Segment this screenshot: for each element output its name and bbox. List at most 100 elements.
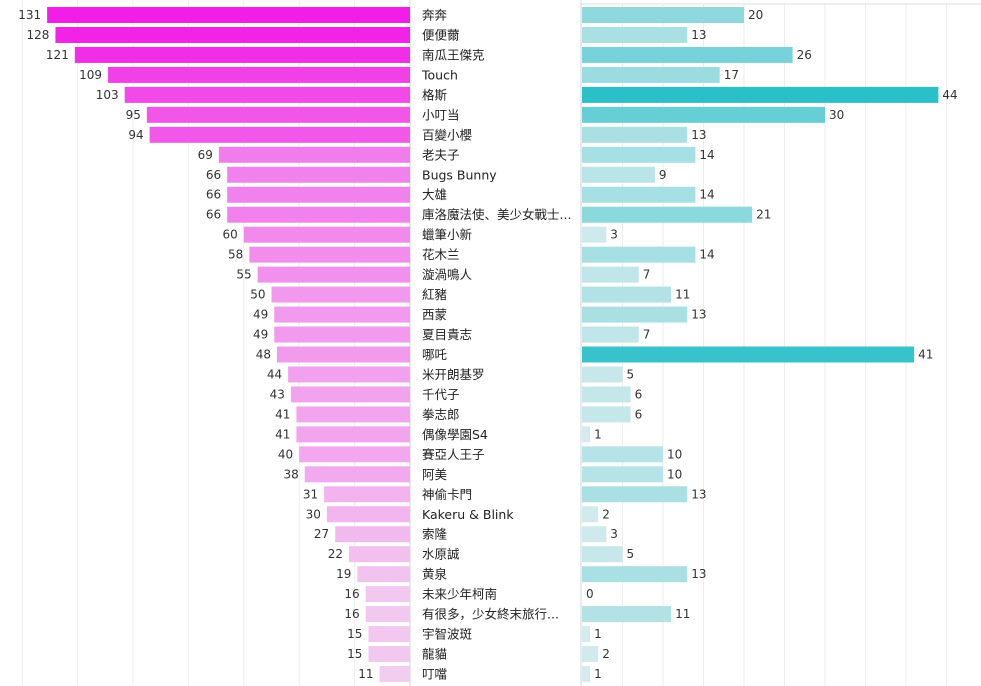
- bar-left: [271, 286, 410, 303]
- value-label-left: 41: [275, 427, 290, 441]
- bar-right: [582, 266, 639, 283]
- category-label: 花木兰: [422, 247, 460, 262]
- category-label: 水原誠: [422, 547, 460, 562]
- value-label-right: 17: [724, 68, 739, 82]
- bar-left: [146, 106, 410, 123]
- value-label-left: 55: [236, 268, 251, 282]
- value-label-left: 22: [328, 547, 343, 561]
- bar-left: [249, 246, 410, 263]
- bar-right: [582, 166, 655, 183]
- value-label-left: 31: [303, 487, 318, 501]
- value-label-right: 11: [675, 288, 690, 302]
- bar-left: [274, 306, 410, 323]
- bar-left: [326, 506, 410, 523]
- category-label: 有很多，少女終末旅行...: [422, 607, 559, 622]
- left-value-labels: 1311281211091039594696666666058555049494…: [18, 8, 373, 681]
- bar-right: [582, 226, 607, 243]
- bar-left: [335, 526, 410, 543]
- bar-right: [582, 626, 591, 643]
- bar-right: [582, 206, 753, 223]
- value-label-left: 40: [278, 447, 293, 461]
- bar-right: [582, 66, 720, 83]
- value-label-left: 49: [253, 328, 268, 342]
- bar-right: [582, 246, 696, 263]
- bar-left: [277, 346, 410, 363]
- value-label-right: 3: [610, 527, 618, 541]
- right-gridlines: [622, 4, 947, 686]
- category-label: Touch: [421, 67, 458, 82]
- bar-right: [582, 86, 939, 103]
- bar-right: [582, 546, 623, 563]
- value-label-right: 3: [610, 228, 618, 242]
- left-gridlines: [21, 0, 411, 686]
- bar-left: [74, 46, 410, 63]
- bar-left: [365, 586, 410, 603]
- bar-right: [582, 426, 591, 443]
- value-label-right: 14: [699, 188, 714, 202]
- value-label-left: 11: [358, 667, 373, 681]
- category-label: 蠟筆小新: [422, 227, 472, 242]
- category-label: 夏目貴志: [422, 327, 472, 342]
- category-label: 拳志郎: [422, 407, 460, 422]
- value-label-left: 94: [128, 128, 143, 142]
- bar-right: [582, 466, 663, 483]
- value-label-left: 66: [206, 168, 221, 182]
- bar-left: [290, 386, 410, 403]
- bar-left: [227, 206, 410, 223]
- category-label: 宇智波斑: [422, 627, 472, 642]
- bar-right: [582, 106, 825, 123]
- category-label: 南瓜王傑克: [422, 47, 485, 62]
- bar-left: [149, 126, 410, 143]
- value-label-left: 48: [256, 347, 271, 361]
- value-label-right: 1: [594, 427, 602, 441]
- category-label: 千代子: [422, 387, 460, 402]
- bar-left: [324, 486, 410, 503]
- bar-left: [379, 666, 410, 683]
- value-label-right: 13: [691, 28, 706, 42]
- bar-right: [582, 326, 639, 343]
- category-label: 庫洛魔法使、美少女戰士...: [422, 207, 571, 222]
- value-label-left: 69: [198, 148, 213, 162]
- bar-left: [288, 366, 410, 383]
- bar-right: [582, 406, 631, 423]
- value-label-right: 44: [942, 88, 957, 102]
- value-label-right: 5: [627, 367, 635, 381]
- bar-left: [296, 406, 410, 423]
- value-label-right: 13: [691, 487, 706, 501]
- bar-right: [582, 486, 688, 503]
- category-label: 老夫子: [422, 147, 460, 162]
- category-label: 龍貓: [422, 647, 447, 662]
- value-label-right: 2: [602, 507, 610, 521]
- value-label-right: 20: [748, 8, 763, 22]
- value-label-right: 41: [918, 347, 933, 361]
- category-label: 格斯: [422, 87, 447, 102]
- value-label-right: 21: [756, 208, 771, 222]
- value-label-right: 11: [675, 607, 690, 621]
- bar-left: [349, 546, 410, 563]
- bar-right: [582, 646, 599, 663]
- category-label: Bugs Bunny: [422, 167, 497, 182]
- bar-right: [582, 306, 688, 323]
- right-series-bars: [582, 7, 939, 683]
- value-label-right: 5: [627, 547, 635, 561]
- category-label: 漩渦鳴人: [422, 267, 473, 282]
- value-label-left: 16: [344, 587, 359, 601]
- bar-left: [55, 26, 410, 43]
- value-label-right: 26: [797, 48, 812, 62]
- bar-right: [582, 606, 672, 623]
- bar-right: [582, 366, 623, 383]
- bar-right: [582, 506, 599, 523]
- value-label-right: 0: [586, 587, 594, 601]
- value-label-left: 60: [223, 228, 238, 242]
- value-label-left: 16: [344, 607, 359, 621]
- category-label: 叮噹: [422, 667, 447, 682]
- category-label: 西蒙: [422, 307, 447, 322]
- bar-right: [582, 386, 631, 403]
- bar-left: [257, 266, 410, 283]
- bar-left: [218, 146, 410, 163]
- category-label: 小叮当: [422, 107, 460, 122]
- value-label-left: 66: [206, 188, 221, 202]
- value-label-left: 19: [336, 567, 351, 581]
- bar-left: [357, 566, 410, 583]
